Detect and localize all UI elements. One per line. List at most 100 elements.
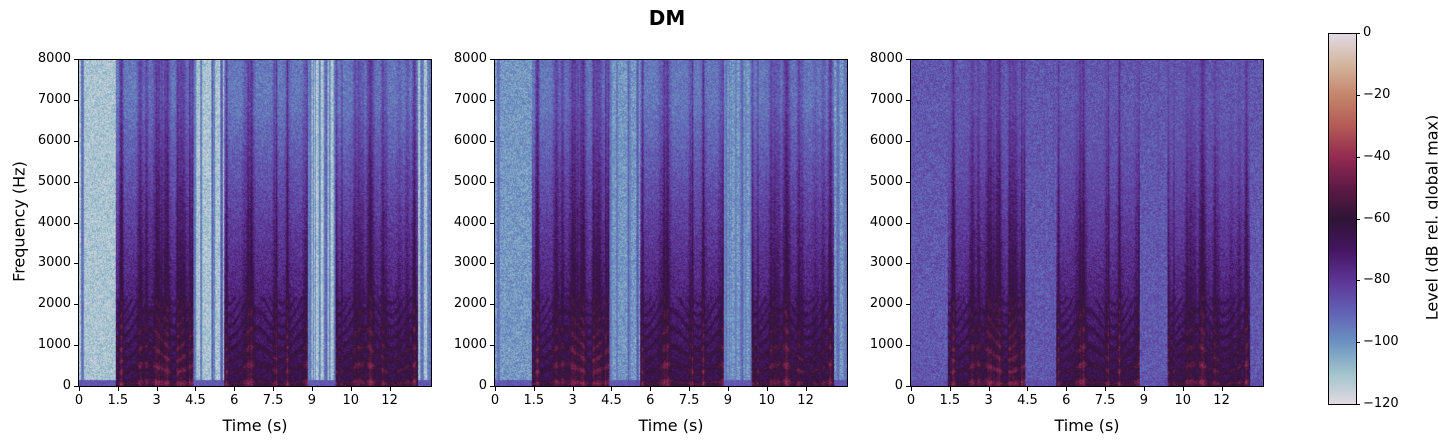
x-tick-label: 1.5 xyxy=(523,393,545,408)
colorbar-tick-label: −20 xyxy=(1363,86,1391,102)
y-tick-mark xyxy=(906,386,910,387)
figure-title: DM xyxy=(648,6,686,30)
y-tick-label: 4000 xyxy=(37,214,71,230)
y-tick-label: 0 xyxy=(894,378,903,393)
y-tick-label: 1000 xyxy=(37,337,71,353)
x-tick-mark xyxy=(650,387,652,391)
x-tick-label: 3 xyxy=(984,393,993,408)
spectrogram-panel-3 xyxy=(910,59,1264,387)
colorbar-tick-mark xyxy=(1356,94,1360,96)
x-tick-label: 9 xyxy=(723,393,733,408)
y-tick-label: 7000 xyxy=(453,91,487,107)
x-tick-mark xyxy=(727,387,729,391)
y-tick-mark xyxy=(906,304,910,306)
y-tick-mark xyxy=(490,59,494,60)
colorbar-tick-mark xyxy=(1356,342,1360,344)
y-tick-label: 2000 xyxy=(869,296,903,312)
y-tick-mark xyxy=(74,345,78,347)
x-tick-mark xyxy=(1027,387,1029,391)
y-axis-label: Frequency (Hz) xyxy=(9,161,29,282)
y-tick-mark xyxy=(906,99,910,101)
x-tick-label: 3 xyxy=(152,393,161,408)
y-tick-mark xyxy=(74,140,78,142)
x-tick-mark xyxy=(1066,387,1068,391)
x-tick-mark xyxy=(273,387,275,391)
y-tick-label: 8000 xyxy=(869,51,903,66)
y-tick-mark xyxy=(74,304,78,306)
x-tick-mark xyxy=(389,387,391,391)
y-tick-label: 6000 xyxy=(453,132,487,148)
x-tick-label: 0 xyxy=(490,393,500,408)
colorbar-tick-mark xyxy=(1356,33,1360,34)
x-tick-label: 10 xyxy=(758,393,776,408)
x-tick-mark xyxy=(805,387,807,391)
x-tick-label: 7.5 xyxy=(262,393,284,408)
y-tick-mark xyxy=(74,263,78,265)
colorbar-tick-mark xyxy=(1356,280,1360,282)
x-axis-label-2: Time (s) xyxy=(638,416,704,435)
colorbar-label: Level (dB rel. global max) xyxy=(1422,114,1438,321)
y-tick-label: 0 xyxy=(62,378,71,393)
x-tick-mark xyxy=(949,387,951,391)
y-tick-mark xyxy=(74,181,78,183)
x-tick-mark xyxy=(311,387,313,391)
y-tick-label: 3000 xyxy=(869,255,903,271)
y-tick-label: 2000 xyxy=(37,296,71,312)
y-tick-mark xyxy=(74,386,78,387)
x-tick-label: 0 xyxy=(906,393,916,408)
colorbar-tick-label: −120 xyxy=(1363,396,1399,411)
y-tick-mark xyxy=(490,263,494,265)
x-tick-label: 4.5 xyxy=(185,393,206,408)
x-tick-label: 6 xyxy=(1062,393,1071,408)
x-tick-mark xyxy=(234,387,236,391)
y-tick-label: 6000 xyxy=(869,132,903,148)
y-tick-mark xyxy=(906,140,910,142)
colorbar-tick-mark xyxy=(1356,404,1360,405)
y-tick-mark xyxy=(490,140,494,142)
x-tick-mark xyxy=(988,387,990,391)
y-tick-label: 5000 xyxy=(453,173,487,189)
x-tick-label: 1.5 xyxy=(107,393,129,408)
colorbar-tick-mark xyxy=(1356,156,1360,158)
x-tick-mark xyxy=(156,387,158,391)
x-axis-label-3: Time (s) xyxy=(1054,416,1120,435)
spectrogram-panel-1 xyxy=(78,59,432,387)
x-tick-mark xyxy=(195,387,197,391)
y-tick-mark xyxy=(906,345,910,347)
y-tick-label: 6000 xyxy=(37,132,71,148)
colorbar-tick-mark xyxy=(1356,218,1360,220)
colorbar-tick-label: 0 xyxy=(1363,25,1372,40)
y-tick-mark xyxy=(74,222,78,224)
y-tick-label: 5000 xyxy=(37,173,71,189)
x-tick-label: 7.5 xyxy=(678,393,700,408)
x-tick-mark xyxy=(1105,387,1107,391)
x-tick-label: 3 xyxy=(568,393,577,408)
y-tick-mark xyxy=(490,304,494,306)
x-tick-mark xyxy=(1182,387,1184,391)
x-tick-mark xyxy=(766,387,768,391)
x-tick-label: 12 xyxy=(797,393,814,408)
y-tick-mark xyxy=(74,99,78,101)
colorbar-tick-label: −100 xyxy=(1363,334,1399,350)
colorbar xyxy=(1328,33,1357,405)
x-tick-label: 6 xyxy=(230,393,239,408)
y-tick-mark xyxy=(74,59,78,60)
colorbar-tick-label: −80 xyxy=(1363,272,1391,288)
y-tick-mark xyxy=(490,345,494,347)
x-tick-mark xyxy=(79,387,80,391)
y-tick-mark xyxy=(490,222,494,224)
y-tick-label: 8000 xyxy=(37,51,71,66)
x-tick-mark xyxy=(1143,387,1145,391)
x-tick-label: 10 xyxy=(342,393,360,408)
y-tick-label: 8000 xyxy=(453,51,487,66)
x-tick-mark xyxy=(1221,387,1223,391)
x-tick-mark xyxy=(572,387,574,391)
x-tick-label: 6 xyxy=(646,393,655,408)
y-tick-label: 4000 xyxy=(453,214,487,230)
x-tick-label: 9 xyxy=(307,393,317,408)
x-tick-label: 1.5 xyxy=(939,393,961,408)
x-tick-label: 12 xyxy=(381,393,398,408)
x-tick-mark xyxy=(495,387,496,391)
x-tick-mark xyxy=(533,387,535,391)
y-tick-label: 3000 xyxy=(453,255,487,271)
